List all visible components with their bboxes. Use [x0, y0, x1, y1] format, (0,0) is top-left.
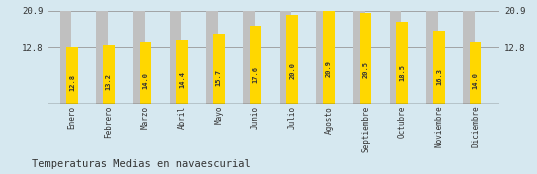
Text: 20.5: 20.5: [362, 61, 368, 78]
Text: Temperaturas Medias en navaescurial: Temperaturas Medias en navaescurial: [32, 159, 251, 169]
Bar: [353, 11, 365, 104]
Bar: [433, 31, 445, 104]
Bar: [243, 11, 255, 104]
Bar: [176, 40, 188, 104]
Bar: [286, 15, 298, 104]
Text: 18.5: 18.5: [399, 64, 405, 81]
Text: 14.4: 14.4: [179, 71, 185, 88]
Bar: [96, 11, 108, 104]
Bar: [140, 42, 151, 104]
Bar: [206, 11, 218, 104]
Text: 14.0: 14.0: [473, 72, 478, 89]
Text: 20.0: 20.0: [289, 62, 295, 79]
Bar: [170, 11, 182, 104]
Bar: [280, 11, 292, 104]
Bar: [360, 13, 372, 104]
Bar: [60, 11, 71, 104]
Text: 14.0: 14.0: [142, 72, 149, 89]
Bar: [470, 42, 482, 104]
Bar: [396, 22, 408, 104]
Text: 12.8: 12.8: [69, 74, 75, 91]
Text: 13.2: 13.2: [106, 73, 112, 90]
Bar: [250, 26, 262, 104]
Bar: [103, 45, 115, 104]
Text: 16.3: 16.3: [436, 68, 442, 85]
Bar: [323, 11, 335, 104]
Text: 15.7: 15.7: [216, 69, 222, 86]
Bar: [426, 11, 438, 104]
Bar: [316, 11, 328, 104]
Text: 20.9: 20.9: [326, 60, 332, 77]
Bar: [463, 11, 475, 104]
Bar: [213, 34, 224, 104]
Text: 17.6: 17.6: [252, 66, 258, 83]
Bar: [390, 11, 402, 104]
Bar: [133, 11, 145, 104]
Bar: [66, 47, 78, 104]
